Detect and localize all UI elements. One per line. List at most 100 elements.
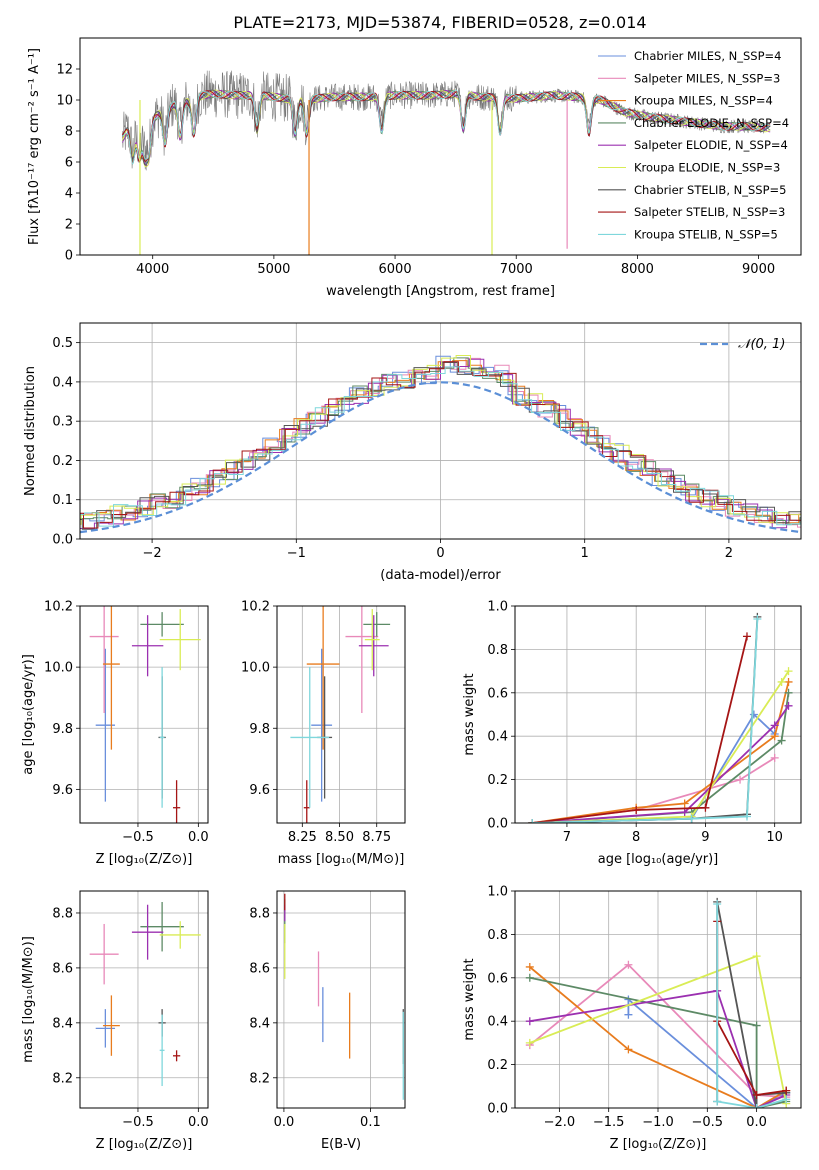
point-marker-kroupa_stelib (753, 615, 762, 624)
point-marker-salpeter_stelib (742, 632, 751, 641)
y-tick-label: 6 (65, 156, 73, 171)
x-axis-label: age [log₁₀(age/yr)] (598, 852, 719, 867)
y-tick-label: 4 (65, 187, 73, 202)
residuals-panel: −2 −1 0 1 2 0.0 0.1 0.2 0.3 0.4 0.5 (data-model)/er… (23, 322, 802, 583)
series-line-chabrier_stelib (716, 901, 787, 1108)
x-axis-label: Z [log₁₀(Z/Z⊙)] (610, 1137, 707, 1152)
point-marker-kroupa_stelib (687, 814, 696, 823)
y-tick-label: 0.6 (487, 686, 508, 701)
x-tick-label: −0.5 (692, 1115, 724, 1130)
y-axis-label: mass weight (462, 958, 477, 1040)
errorbar-point-salpeter_stelib (303, 780, 310, 823)
y-tick-label: 1.0 (487, 600, 508, 615)
plot-frame (79, 605, 209, 824)
x-tick-label: −2 (143, 546, 162, 561)
x-axis-label: Z [log₁₀(Z/Z⊙)] (96, 852, 193, 867)
x-tick-label: 0.0 (746, 1115, 767, 1130)
y-axis-label: mass weight (462, 673, 477, 755)
histogram-kroupa_miles (80, 360, 801, 524)
histogram-kroupa_elodie (80, 355, 801, 525)
y-tick-label: 9.6 (249, 783, 270, 798)
legend-entry: 𝒩(0, 1) (738, 337, 785, 352)
x-axis-label: wavelength [Angstrom, rest frame] (326, 284, 555, 299)
y-tick-label: 8.4 (249, 1016, 270, 1031)
point-marker-kroupa_stelib (752, 1104, 761, 1108)
errorbar-point-salpeter_stelib (172, 1050, 181, 1062)
histogram-salpeter_miles (80, 357, 801, 528)
plot-frame (276, 605, 406, 824)
x-tick-label: 4000 (136, 262, 169, 277)
x-tick-label: −2.0 (544, 1115, 576, 1130)
y-tick-label: 8.6 (52, 961, 73, 976)
x-tick-label: 0.1 (360, 1115, 381, 1130)
point-marker-salpeter_elodie (525, 1017, 534, 1026)
point-marker-kroupa_miles (525, 962, 534, 971)
errorbar-point-kroupa_stelib (159, 1014, 165, 1087)
x-tick-label: 7000 (500, 262, 533, 277)
weight-vs-metallicity-panel: −2.0 −1.5 −1.0 −0.5 0.0 0.0 0.2 0.4 0.6 0.8 1.0 Z [… (462, 885, 802, 1152)
y-tick-label: 0.4 (487, 730, 508, 745)
y-tick-label: 0.8 (487, 928, 508, 943)
y-axis-label: age [log₁₀(age/yr)] (21, 654, 36, 775)
y-tick-label: 12 (56, 63, 73, 78)
x-tick-label: 1 (581, 546, 589, 561)
model-spectrum-salpeter_stelib (122, 90, 771, 164)
y-tick-label: 10.0 (241, 661, 270, 676)
series-line-kroupa_miles (529, 966, 787, 1108)
y-tick-label: 8.4 (52, 1016, 73, 1031)
point-marker-kroupa_miles (624, 1045, 633, 1054)
x-tick-label: −1.5 (593, 1115, 625, 1130)
point-marker-chabrier_elodie (784, 688, 793, 697)
x-tick-label: 8.25 (288, 830, 317, 845)
series-line-salpeter_stelib (716, 921, 787, 1096)
y-tick-label: 8.2 (249, 1071, 270, 1086)
normal-reference-curve (80, 381, 801, 534)
y-tick-label: 8.6 (249, 961, 270, 976)
series-line-salpeter_elodie (529, 989, 787, 1108)
y-tick-label: 1.0 (487, 885, 508, 900)
point-marker-chabrier_miles (749, 710, 758, 719)
y-tick-label: 0.2 (487, 1058, 508, 1073)
series-line-chabrier_elodie (529, 976, 787, 1108)
point-marker-chabrier_miles (624, 1010, 633, 1019)
x-axis-label: E(B-V) (321, 1137, 361, 1152)
point-marker-kroupa_elodie (777, 677, 786, 686)
errorbar-point-salpeter_elodie (131, 615, 164, 677)
errorbar-point-kroupa_elodie (364, 609, 380, 671)
errorbar-point-kroupa_miles (306, 606, 340, 750)
legend-entry: Kroupa ELODIE, N_SSP=3 (634, 161, 780, 175)
x-tick-label: 0.0 (188, 1115, 209, 1130)
legend-entry: Kroupa STELIB, N_SSP=5 (634, 227, 778, 241)
point-marker-kroupa_miles (770, 732, 779, 741)
y-tick-label: 0.3 (52, 415, 73, 430)
x-tick-label: −0.5 (122, 830, 154, 845)
x-tick-label: −1 (287, 546, 306, 561)
errorbar-point-salpeter_elodie (131, 904, 164, 960)
y-tick-label: 0.2 (487, 773, 508, 788)
series-line-kroupa_elodie (532, 670, 790, 823)
legend-entry: Salpeter STELIB, N_SSP=3 (634, 205, 785, 219)
point-marker-chabrier_elodie (777, 736, 786, 745)
observed-spectrum (122, 70, 766, 171)
y-tick-label: 0.2 (52, 454, 73, 469)
point-marker-kroupa_elodie (525, 1038, 534, 1047)
point-marker-salpeter_miles (624, 960, 633, 969)
point-marker-salpeter_stelib (701, 803, 710, 812)
y-tick-label: 0 (65, 249, 73, 264)
x-tick-label: 0 (436, 546, 444, 561)
errorbar-point-salpeter_miles (89, 923, 119, 985)
series-line-chabrier_stelib (532, 616, 759, 823)
errorbar-point-chabrier_miles (95, 648, 116, 802)
y-tick-label: 0.4 (487, 1015, 508, 1030)
point-marker-chabrier_elodie (525, 973, 534, 982)
series-line-salpeter_stelib (532, 636, 748, 823)
x-tick-label: 0.0 (188, 830, 209, 845)
y-tick-label: 10.2 (44, 600, 73, 615)
histogram-chabrier_elodie (80, 357, 801, 525)
series-line-salpeter_elodie (532, 705, 790, 823)
point-marker-salpeter_stelib (752, 1090, 761, 1099)
errorbar-point-salpeter_miles (89, 606, 119, 713)
series-line-kroupa_stelib (532, 618, 759, 823)
spectrum-panel: 4000 5000 6000 7000 8000 9000 0 2 4 6 8 10 12 wavelen… (27, 37, 802, 299)
